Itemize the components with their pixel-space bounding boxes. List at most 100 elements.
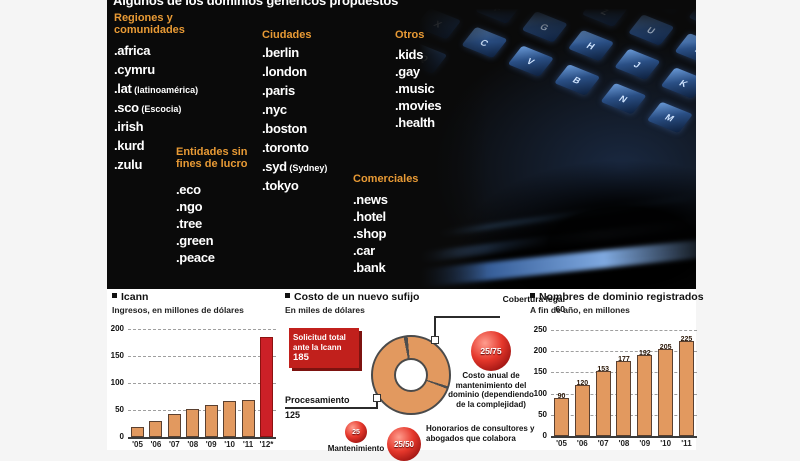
domain-item: .shop	[353, 225, 387, 241]
bar-column: '08	[186, 408, 200, 449]
bar-column: '11	[241, 400, 255, 449]
bar-column: 120 '06	[574, 380, 590, 448]
domain-item: .africa	[114, 43, 151, 58]
bar	[574, 385, 590, 436]
bar-column: '12*	[260, 337, 273, 449]
gridline	[128, 410, 276, 411]
bars-group: 90 '05 120 '06 153 '07 177 '08 192 '09 205 '10 225 '1…	[551, 330, 697, 448]
domain-item: .car	[353, 242, 375, 258]
domain-item: .toronto	[262, 139, 309, 155]
domain-item: .kurd	[114, 138, 145, 153]
bar	[658, 349, 674, 436]
donut-hole	[394, 358, 428, 392]
domain-item: .green	[176, 233, 214, 248]
bar-column: '09	[204, 404, 218, 449]
section-header: Regiones y comunidades	[114, 12, 185, 36]
section-header: Otros	[395, 29, 425, 41]
connector-line	[434, 316, 500, 318]
bar	[616, 360, 632, 436]
cost-sphere: 25	[345, 421, 367, 443]
x-axis-tick-label: '10	[224, 440, 236, 449]
column-comerciales: Comerciales .news .hotel .shop .car .ban…	[353, 173, 453, 276]
domain-item: .peace	[176, 250, 215, 265]
bar	[637, 354, 653, 436]
chart-title-costo: Costo de un nuevo sufijo	[285, 291, 419, 303]
x-axis-tick-label: '07	[168, 440, 180, 449]
y-axis-tick-label: 250	[533, 325, 547, 334]
y-axis-tick-label: 50	[115, 405, 124, 414]
domain-item: .gay	[395, 63, 420, 79]
domain-item: .zulu	[114, 157, 143, 172]
keyboard-key: N	[600, 82, 647, 115]
bar-value-label: 177	[618, 355, 630, 363]
y-axis-tick-label: 100	[533, 388, 547, 398]
bar-value-label: 192	[638, 349, 651, 357]
x-axis-tick-label: '07	[597, 439, 609, 448]
cost-sphere: 25/50	[387, 427, 421, 461]
x-axis-tick-label: '08	[618, 439, 630, 448]
domain-item: .berlin	[262, 44, 299, 60]
y-axis-tick-label: 150	[533, 367, 547, 377]
domain-item: .boston	[262, 120, 307, 136]
gridline	[551, 351, 697, 353]
x-axis-tick-label: '11	[242, 440, 254, 449]
y-axis-tick-label: 100	[110, 378, 124, 387]
bar	[167, 413, 181, 437]
cost-sphere: 25/75	[471, 331, 511, 371]
domain-item: .health	[395, 114, 435, 130]
bar	[131, 427, 144, 437]
bars-group: '05 '06 '07 '08 '09 '10 '11 '12*	[128, 329, 276, 449]
donut-marker	[431, 336, 439, 344]
section-header: Ciudades	[262, 29, 312, 41]
bar-column: 225 '11	[678, 335, 694, 448]
connector-line	[285, 407, 378, 409]
domain-item: .syd (Sydney)	[262, 158, 328, 174]
keyboard-photo: 3456789WERTZUISDFGHJKYXCVBNMAQ	[407, 0, 696, 289]
chart-subtitle-dominios: A fin de año, en millones	[530, 305, 630, 315]
y-axis-tick-label: 150	[110, 351, 124, 360]
y-axis-tick-label: 200	[533, 346, 547, 356]
donut-marker	[373, 394, 381, 402]
x-axis-tick-label: '12*	[259, 440, 274, 449]
callout-line: ante la Icann	[293, 343, 342, 352]
keyboard-key: M	[646, 101, 694, 134]
bar-column: '05	[131, 427, 144, 449]
gridline	[551, 330, 697, 331]
segment-label-cobertura: Cobertura legal 60	[502, 294, 565, 314]
bar-value-label: 225	[680, 335, 693, 343]
y-axis-tick-label: 50	[538, 409, 547, 419]
domain-item: .bank	[353, 259, 386, 275]
bar	[204, 404, 218, 437]
domain-item: .eco	[176, 182, 201, 197]
square-bullet-icon	[285, 293, 290, 298]
chart-title-icann: Icann	[112, 291, 148, 303]
column-otros: Otros .kids .gay .music .movies .health	[395, 29, 495, 131]
gridline	[128, 383, 276, 384]
keyboard-key: B	[554, 64, 601, 96]
sphere-caption: Honorarios de consultores y abogados que…	[426, 424, 535, 443]
bar	[241, 400, 255, 437]
bar	[223, 401, 237, 437]
bar-column: 90 '05	[554, 393, 569, 448]
domain-item: .paris	[262, 82, 295, 98]
section-header: Comerciales	[353, 173, 419, 185]
x-axis-tick-label: '09	[205, 440, 217, 449]
section-header: Entidades sin fines de lucro	[176, 146, 248, 170]
bar-column: '06	[149, 420, 163, 449]
domain-item: .nyc	[262, 101, 287, 117]
y-axis-tick-label: 200	[110, 324, 124, 333]
callout-line: Solicitud total	[293, 333, 346, 342]
bar-column: 177 '08	[616, 355, 632, 448]
domain-item: .tokyo	[262, 177, 299, 193]
domain-item: .ngo	[176, 199, 203, 214]
bar-value-label: 205	[659, 344, 672, 352]
y-axis-tick-label: 0	[542, 431, 547, 440]
sphere-caption: Costo anual de mantenimiento del dominio…	[448, 371, 534, 409]
gridline	[128, 356, 276, 357]
column-ciudades: Ciudades .berlin .london .paris .nyc .bo…	[262, 29, 382, 196]
bar-column: 205 '10	[658, 344, 674, 448]
square-bullet-icon	[112, 293, 117, 298]
bar-value-label: 153	[597, 366, 609, 374]
column-entidades: Entidades sin fines de lucro .eco .ngo .…	[176, 146, 271, 266]
x-axis-tick-label: '09	[639, 439, 651, 448]
